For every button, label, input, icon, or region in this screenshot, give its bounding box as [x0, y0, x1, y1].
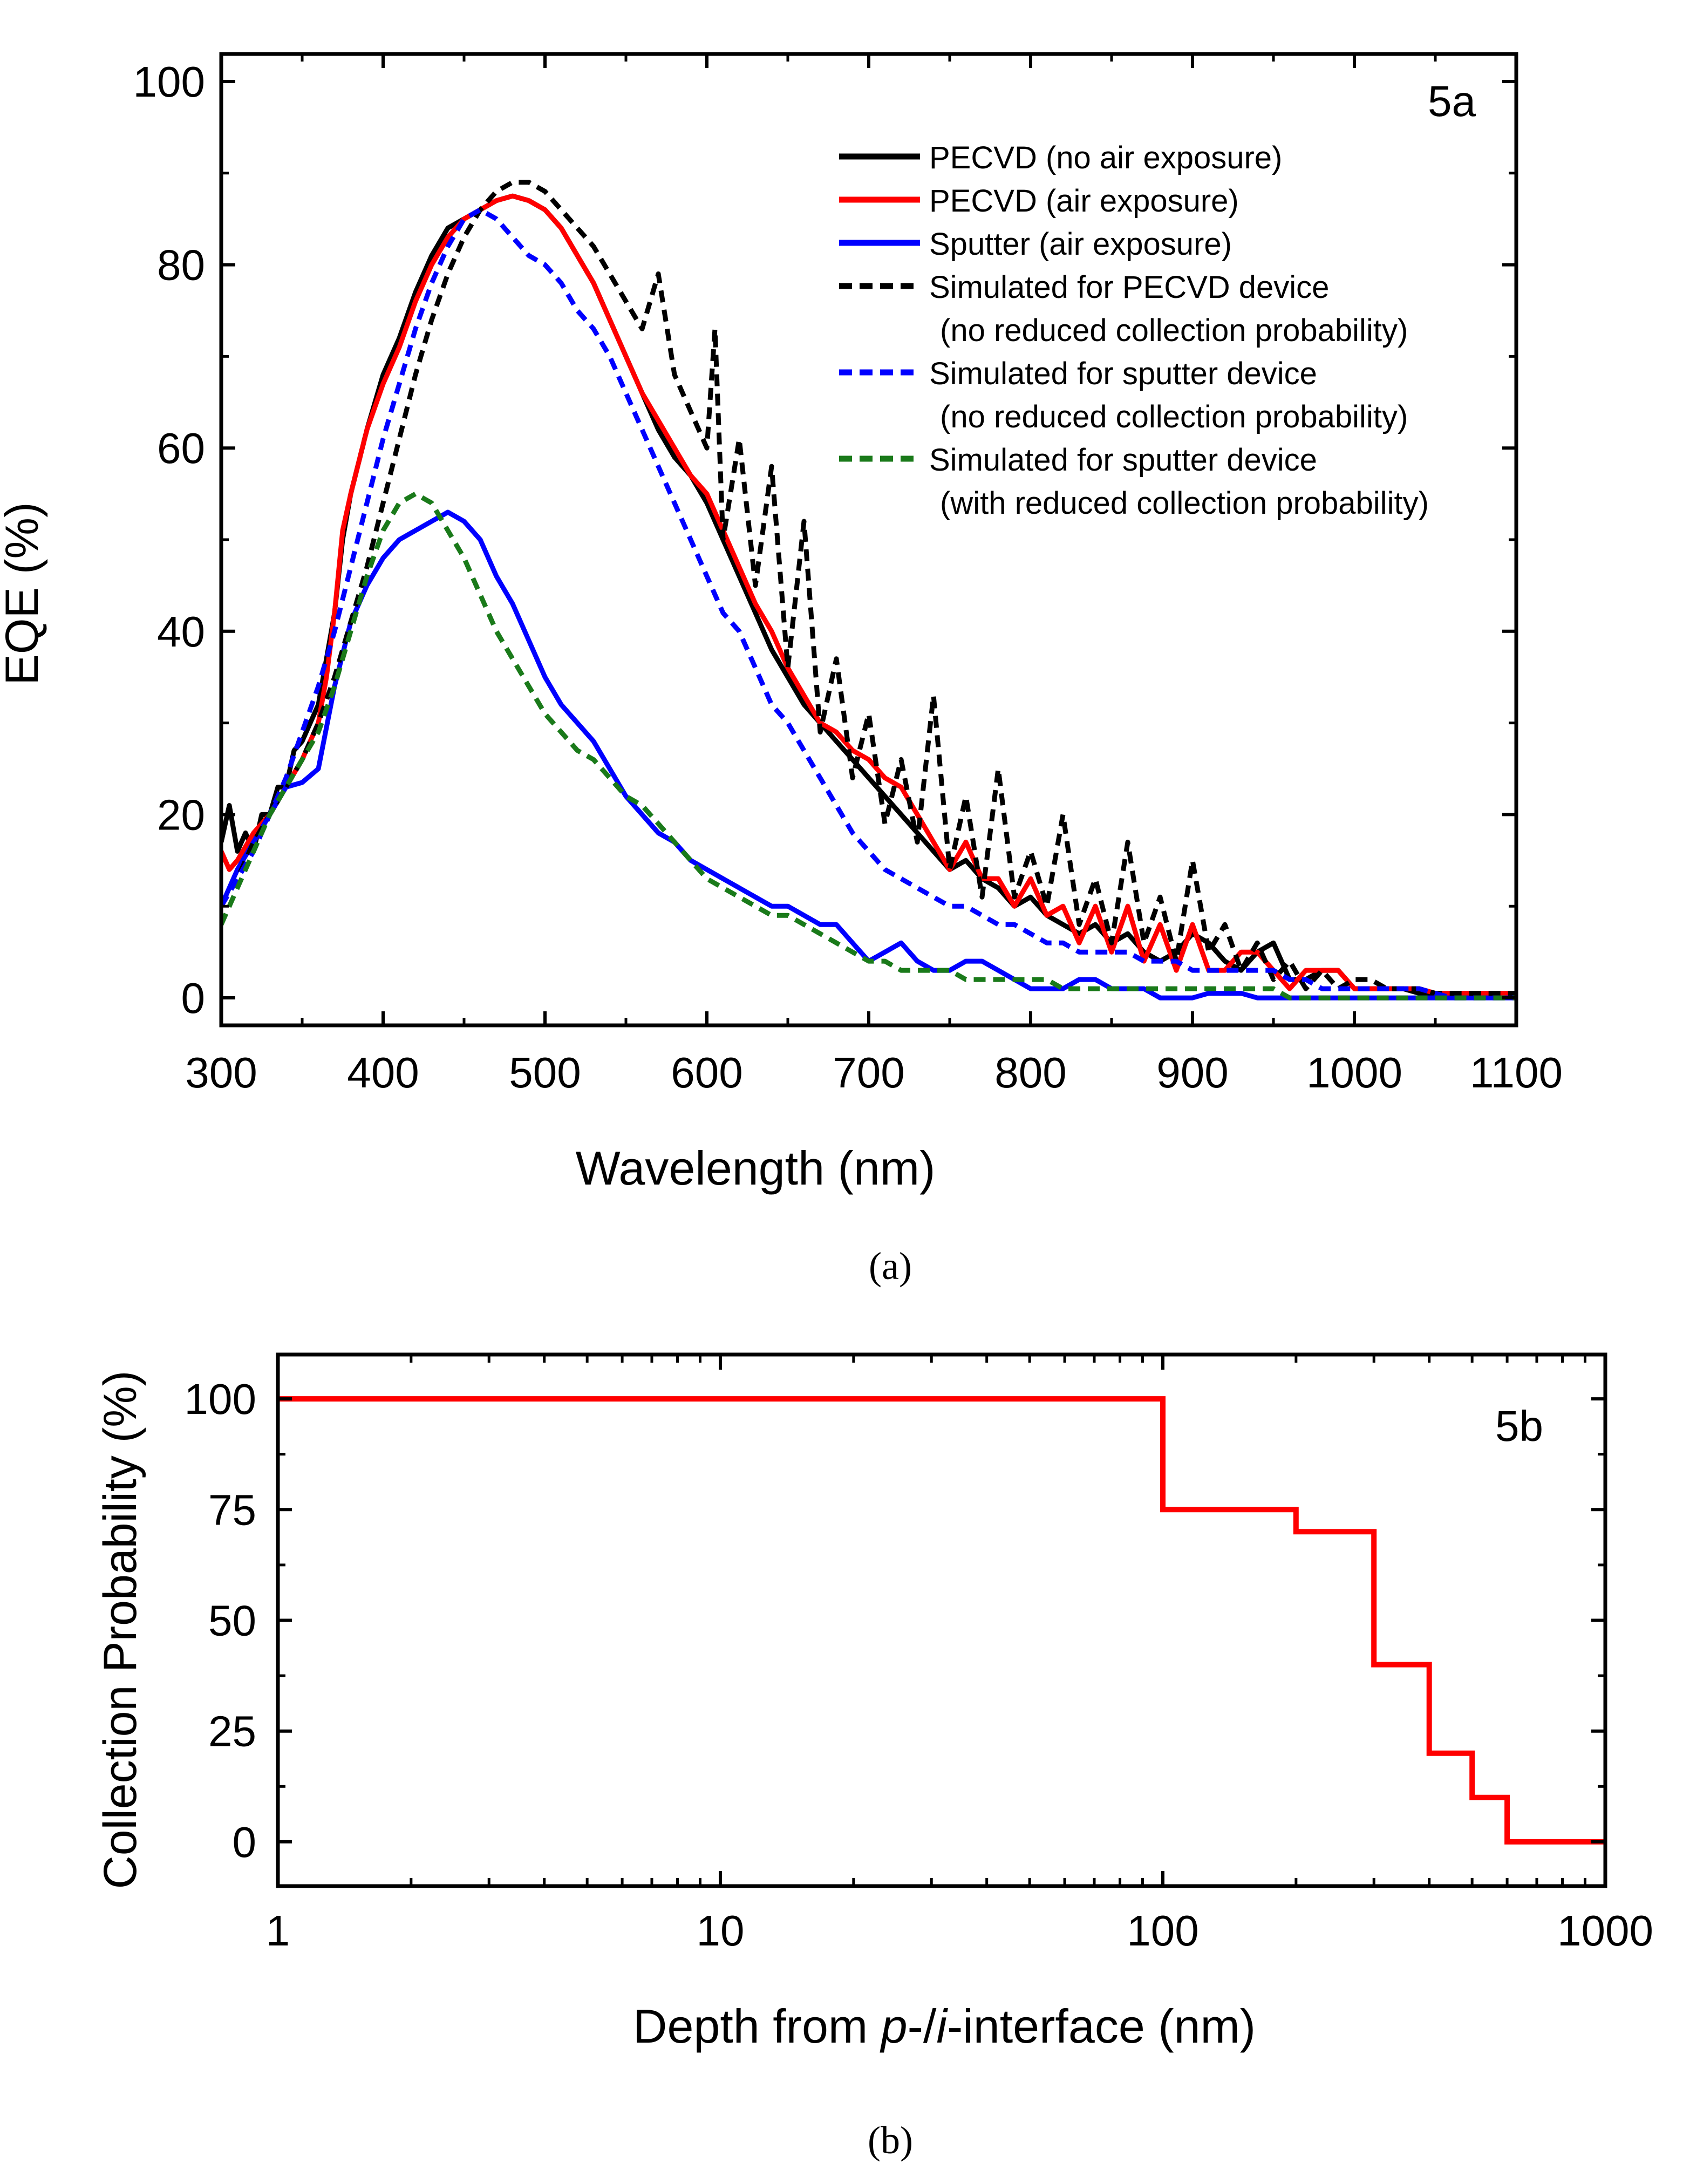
panel-a-eqe-chart: EQE (%) 0 20 40 60 80 100 300 400 500 600 700 800 9…: [0, 52, 1563, 1288]
y-tick-label-60: 60: [157, 424, 205, 472]
x-tick-label-300: 300: [185, 1049, 257, 1097]
legend-label-simulated-for-pecvd-device-no-reduced-collection-probability: Simulated for PECVD device: [929, 270, 1329, 305]
y-tick-label-0: 0: [181, 974, 206, 1022]
panel-b-xlabel-part-3: -/: [908, 1999, 937, 2053]
panel-b-ticks: [276, 1355, 1607, 1886]
panel-b-ytick-labels: 0 25 50 75 100: [185, 1375, 256, 1866]
panel-a-ylabel: EQE (%): [0, 502, 48, 685]
x-tick-label-900: 900: [1156, 1049, 1228, 1097]
legend-label-pecvd-no-air-exposure: PECVD (no air exposure): [929, 140, 1282, 175]
panel-b-caption: (b): [868, 2119, 913, 2162]
panel-a-ytick-labels: 0 20 40 60 80 100: [133, 58, 205, 1022]
legend-label-sputter-air-exposure: Sputter (air exposure): [929, 227, 1232, 262]
b-y-tick-label-50: 50: [208, 1597, 256, 1645]
panel-a-series: [221, 180, 1516, 1001]
b-y-tick-label-25: 25: [208, 1707, 256, 1756]
legend-label-simulated-for-sputter-device-no-reduced-collection-probability: Simulated for sputter device: [929, 356, 1317, 391]
b-x-tick-label-10: 10: [697, 1907, 745, 1955]
panel-b-xtick-labels: 1 10 100 1000: [266, 1907, 1653, 1955]
panel-b-series: [278, 1396, 1605, 1845]
b-x-tick-label-1: 1: [266, 1907, 290, 1955]
x-tick-label-1000: 1000: [1306, 1049, 1402, 1097]
panel-a-plot-area: [221, 180, 1516, 1001]
b-y-tick-label-0: 0: [233, 1818, 257, 1866]
panel-a-caption: (a): [869, 1244, 912, 1288]
legend-label-pecvd-air-exposure: PECVD (air exposure): [929, 183, 1239, 219]
legend-label-simulated-for-sputter-device-with-reduced-collection-probability-line2: (with reduced collection probability): [940, 486, 1429, 521]
x-tick-label-400: 400: [347, 1049, 419, 1097]
panel-b-ylabel: Collection Probability (%): [94, 1371, 146, 1889]
b-y-tick-label-100: 100: [185, 1375, 256, 1423]
panel-b-label: 5b: [1495, 1402, 1543, 1450]
y-tick-label-100: 100: [133, 58, 205, 106]
b-x-tick-label-1000: 1000: [1557, 1907, 1653, 1955]
series-line-simulated-for-pecvd-device-no-reduced-collection-probability: [221, 180, 1516, 996]
legend-label-simulated-for-sputter-device-no-reduced-collection-probability-line2: (no reduced collection probability): [940, 399, 1408, 434]
series-line-simulated-for-sputter-device-with-reduced-collection-probability: [221, 491, 1516, 1001]
panel-b-xlabel-part-5: -interface (nm): [947, 1999, 1256, 2053]
x-tick-label-500: 500: [509, 1049, 581, 1097]
x-tick-label-700: 700: [833, 1049, 904, 1097]
panel-b-xlabel: Depth from p-/i-interface (nm): [633, 1999, 1256, 2053]
y-tick-label-80: 80: [157, 241, 205, 289]
panel-a-xtick-labels: 300 400 500 600 700 800 900 1000 1100: [185, 1049, 1563, 1097]
legend-label-simulated-for-pecvd-device-no-reduced-collection-probability-line2: (no reduced collection probability): [940, 313, 1408, 348]
panel-a-ticks: [220, 54, 1518, 1025]
b-x-tick-label-100: 100: [1127, 1907, 1198, 1955]
series-line-sputter-air-exposure: [221, 509, 1516, 1001]
y-tick-label-20: 20: [157, 791, 205, 839]
x-tick-label-800: 800: [994, 1049, 1066, 1097]
panel-b-xlabel-part-4: i: [936, 1999, 948, 2053]
panel-b-xlabel-part-2: p: [880, 1999, 908, 2053]
panel-b-plot-area: [278, 1396, 1605, 1845]
series-line-collection-probability: [278, 1396, 1605, 1845]
legend-label-simulated-for-sputter-device-with-reduced-collection-probability: Simulated for sputter device: [929, 443, 1317, 478]
panel-a-label: 5a: [1428, 77, 1476, 125]
series-line-simulated-for-sputter-device-no-reduced-collection-probability: [221, 207, 1516, 1001]
panel-b-xlabel-part-1: Depth from: [633, 1999, 881, 2053]
b-y-tick-label-75: 75: [208, 1486, 256, 1534]
panel-a-legend: PECVD (no air exposure) PECVD (air exposu…: [839, 140, 1429, 521]
panel-a-xlabel: Wavelength (nm): [576, 1141, 936, 1195]
x-tick-label-600: 600: [671, 1049, 742, 1097]
y-tick-label-40: 40: [157, 608, 205, 656]
x-tick-label-1100: 1100: [1470, 1049, 1563, 1097]
